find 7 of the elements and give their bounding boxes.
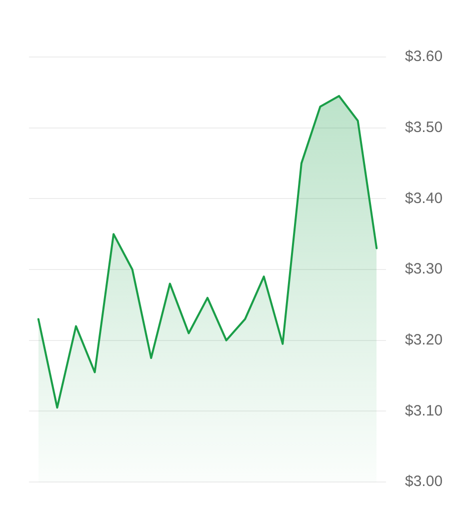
- y-tick-label: $3.20: [405, 331, 443, 348]
- y-tick-label: $3.30: [405, 260, 443, 278]
- y-tick-label: $3.00: [405, 473, 443, 490]
- y-tick-label: $3.10: [405, 402, 443, 420]
- y-tick-label: $3.50: [405, 118, 443, 136]
- y-tick-label: $3.40: [405, 190, 443, 207]
- y-tick-label: $3.60: [405, 48, 443, 66]
